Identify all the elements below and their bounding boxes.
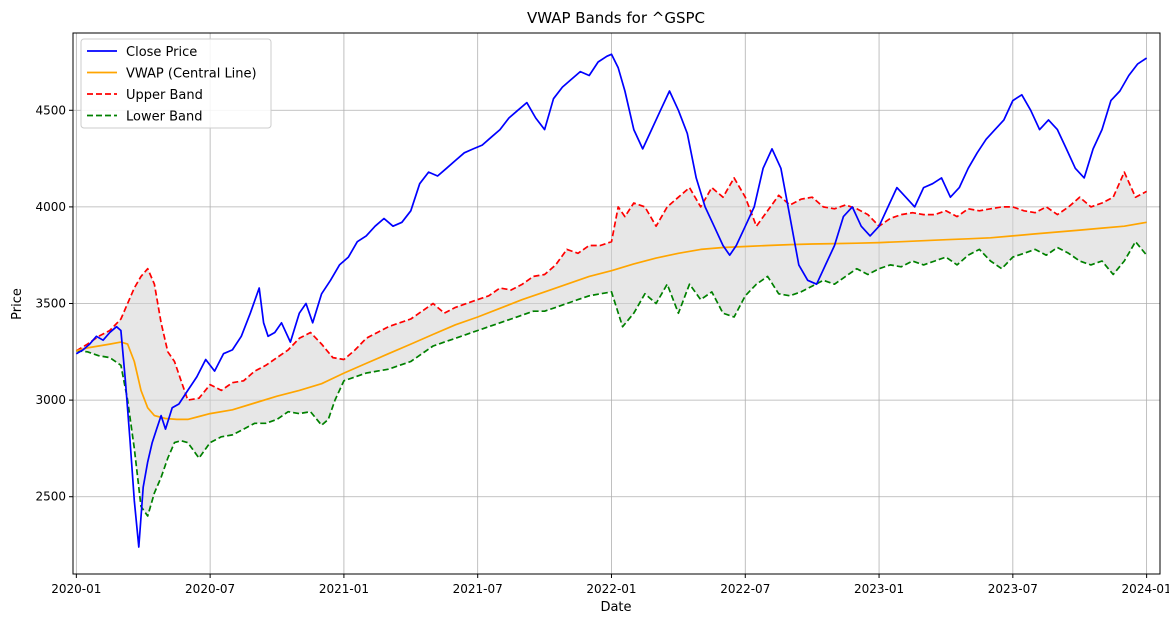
x-tick-label: 2020-01 (51, 582, 101, 596)
legend-label-upper: Upper Band (126, 88, 203, 103)
y-tick-label: 4000 (35, 200, 66, 214)
x-tick-label: 2023-07 (988, 582, 1038, 596)
y-tick-label: 2500 (35, 490, 66, 504)
plot-area (72, 32, 1161, 575)
legend-box (80, 38, 272, 129)
x-tick-label: 2022-01 (586, 582, 636, 596)
y-axis-label: Price (10, 288, 25, 320)
x-tick-label: 2021-01 (319, 582, 369, 596)
legend: Close Price VWAP (Central Line) Upper Band… (80, 38, 272, 129)
x-tick-label: 2024-01 (1122, 582, 1169, 596)
legend-items: Close Price VWAP (Central Line) Upper Band… (87, 45, 257, 125)
x-tick-label: 2023-01 (854, 582, 904, 596)
chart-title: VWAP Bands for ^GSPC (527, 9, 705, 27)
y-axis-ticks: 2500 3000 3500 4000 4500 (35, 103, 73, 504)
y-tick-label: 3500 (35, 297, 66, 311)
x-axis-ticks: 2020-01 2020-07 2021-01 2021-07 2022-01 2022-… (51, 574, 1169, 596)
series-line-lower (76, 240, 1148, 517)
x-tick-label: 2021-07 (453, 582, 503, 596)
x-tick-label: 2022-07 (720, 582, 770, 596)
series-line-close (75, 53, 1148, 548)
legend-label-vwap: VWAP (Central Line) (126, 67, 257, 82)
series-layer (75, 53, 1148, 548)
series-line-vwap (76, 221, 1147, 421)
y-tick-label: 3000 (35, 393, 66, 407)
y-tick-label: 4500 (35, 103, 66, 117)
series-line-upper (75, 171, 1147, 401)
band-fill (76, 172, 1147, 516)
grid-layer (73, 33, 1160, 574)
legend-label-lower: Lower Band (126, 110, 202, 125)
x-tick-label: 2020-07 (185, 582, 235, 596)
x-axis-label: Date (600, 600, 631, 615)
legend-label-close: Close Price (126, 45, 197, 60)
band-fill-layer (76, 172, 1147, 516)
